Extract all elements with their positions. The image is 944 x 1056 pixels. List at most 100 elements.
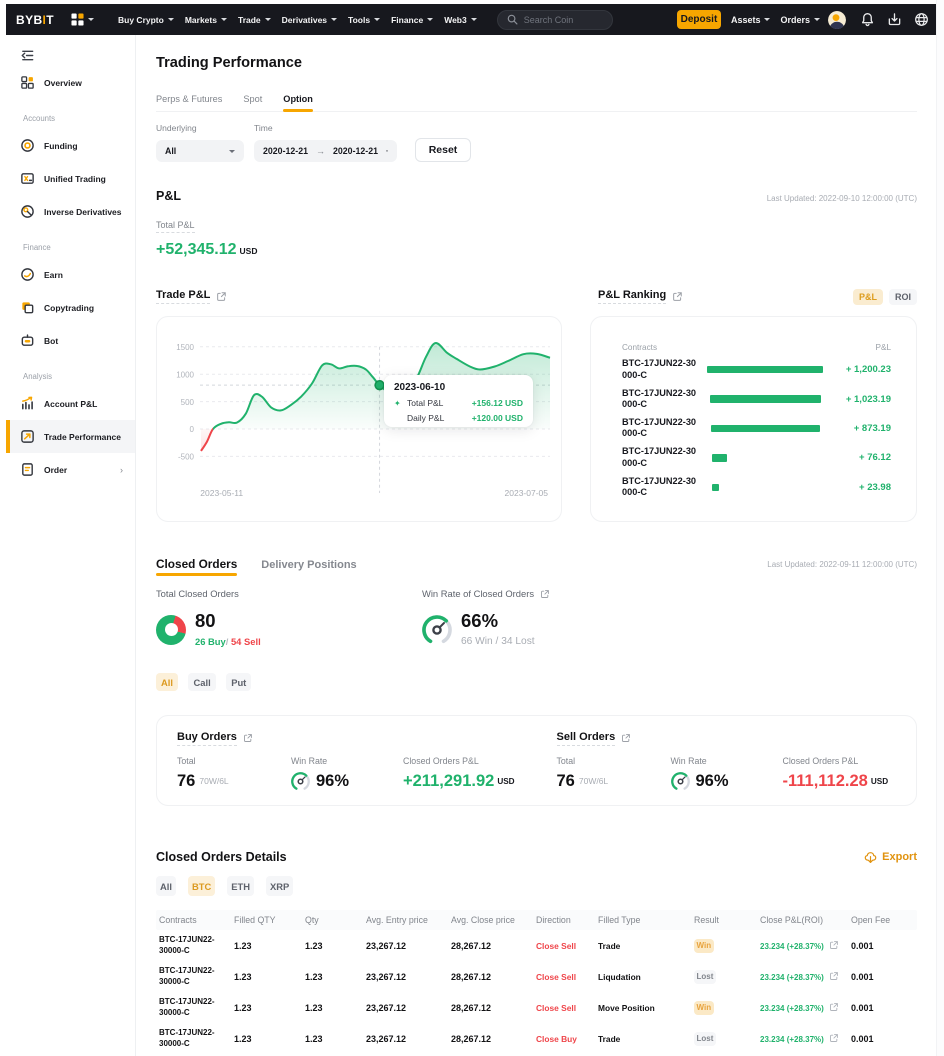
coin-filter-pill[interactable]: BTC xyxy=(188,876,216,896)
table-header-cell[interactable]: Open Fee xyxy=(848,910,917,930)
table-header-cell[interactable]: Close P&L(ROI) xyxy=(757,910,848,930)
nav-menu-item[interactable]: Web3 xyxy=(444,15,477,25)
tab[interactable]: Perps & Futures xyxy=(156,94,222,111)
ranking-value: + 1,023.19 xyxy=(845,393,891,405)
coin-filter-pill[interactable]: All xyxy=(156,876,176,896)
stat-label-text: Win Rate of Closed Orders xyxy=(422,588,535,599)
ranking-row[interactable]: BTC-17JUN22-30 000-C + 873.19 xyxy=(622,414,891,443)
external-link-icon[interactable] xyxy=(540,589,550,599)
table-row[interactable]: BTC-17JUN22- 30000-C 1.23 1.23 23,267.12 … xyxy=(156,961,917,992)
nav-right-item[interactable]: Assets xyxy=(731,15,771,25)
option-type-pill[interactable]: Put xyxy=(226,673,252,691)
ranking-row[interactable]: BTC-17JUN22-30 000-C + 76.12 xyxy=(622,443,891,472)
reset-button[interactable]: Reset xyxy=(415,138,471,162)
external-link-icon[interactable] xyxy=(829,971,839,981)
sidebar-item-order[interactable]: Order › xyxy=(6,453,135,486)
table-row[interactable]: BTC-17JUN22- 30000-C 1.23 1.23 23,267.12 … xyxy=(156,992,917,1023)
table-header-cell[interactable]: Contracts xyxy=(156,910,231,930)
contract-line: BTC-17JUN22-30 xyxy=(622,446,697,457)
orders-summary-half: Buy Orders Total 76 70W/6L Win Rate 96% xyxy=(157,716,537,805)
table-header-cell[interactable]: Result xyxy=(691,910,757,930)
tab[interactable]: Spot xyxy=(243,94,262,111)
ranking-row[interactable]: BTC-17JUN22-30 000-C + 23.98 xyxy=(622,473,891,502)
external-link-icon[interactable] xyxy=(216,291,227,302)
export-button[interactable]: Export xyxy=(864,851,917,864)
table-header-cell[interactable]: Avg. Close price xyxy=(448,910,533,930)
tab-closed-orders[interactable]: Closed Orders xyxy=(156,557,238,576)
cell-close-pnl: 23.234 (+28.37%) xyxy=(757,961,848,992)
sidebar-item-funding[interactable]: Funding xyxy=(6,129,135,162)
sidebar-item-account-pnl[interactable]: Account P&L xyxy=(6,387,135,420)
sidebar-item-overview[interactable]: Overview xyxy=(6,66,135,99)
cell-filled-qty: 1.23 xyxy=(234,971,252,982)
nav-menu-item[interactable]: Trade xyxy=(238,15,271,25)
apps-grid-button[interactable] xyxy=(71,13,95,26)
cell-open-fee: 0.001 xyxy=(851,940,874,951)
table-row[interactable]: BTC-17JUN22- 30000-C 1.23 1.23 23,267.12 … xyxy=(156,1023,917,1054)
nav-menu-item[interactable]: Buy Crypto xyxy=(118,15,174,25)
cell-contract: BTC-17JUN22- 30000-C xyxy=(156,961,231,992)
sidebar: Overview Accounts Funding Unified Tradin… xyxy=(6,35,136,1056)
search-input[interactable]: Search Coin xyxy=(496,9,613,30)
sidebar-item-unified-trading[interactable]: Unified Trading xyxy=(6,162,135,195)
main-content: Trading Performance Perps & Futures Spot O… xyxy=(137,35,944,1054)
nav-menu-item[interactable]: Finance xyxy=(391,15,434,25)
sidebar-item-inverse-derivatives[interactable]: Inverse Derivatives xyxy=(6,195,135,228)
sidebar-item-bot[interactable]: Bot xyxy=(6,324,135,357)
nav-right-item[interactable]: Orders xyxy=(780,15,820,25)
external-link-icon[interactable] xyxy=(829,940,839,950)
table-header-cell[interactable]: Filled QTY xyxy=(231,910,302,930)
nav-menu-item[interactable]: Derivatives xyxy=(282,15,338,25)
contract-line: BTC-17JUN22- xyxy=(159,997,215,1006)
ranking-toggle[interactable]: ROI xyxy=(888,288,917,305)
external-link-icon[interactable] xyxy=(829,1033,839,1043)
export-label: Export xyxy=(882,851,917,863)
tab-delivery-positions[interactable]: Delivery Positions xyxy=(261,559,357,571)
notifications-button[interactable] xyxy=(860,12,875,27)
sidebar-item-label: Trade Performance xyxy=(44,431,122,442)
cell-filled-type: Move Position xyxy=(598,1002,655,1013)
downloads-button[interactable] xyxy=(887,12,902,27)
sidebar-section-analysis[interactable]: Analysis xyxy=(6,365,135,387)
external-link-icon[interactable] xyxy=(621,733,631,743)
sidebar-section-accounts[interactable]: Accounts xyxy=(6,107,135,129)
bybit-logo[interactable]: BYBIT xyxy=(16,13,54,27)
language-button[interactable] xyxy=(914,12,929,27)
external-link-icon[interactable] xyxy=(829,1002,839,1012)
sidebar-item-trade-performance[interactable]: Trade Performance xyxy=(6,420,135,453)
table-row[interactable]: BTC-17JUN22- 30000-C 1.23 1.23 23,267.12 … xyxy=(156,930,917,961)
external-link-icon[interactable] xyxy=(243,733,253,743)
sidebar-item-label: Unified Trading xyxy=(44,173,106,184)
ranking-toggle[interactable]: P&L xyxy=(852,288,883,305)
ranking-row[interactable]: BTC-17JUN22-30 000-C + 1,023.19 xyxy=(622,384,891,413)
cell-contract: BTC-17JUN22- 30000-C xyxy=(156,992,231,1023)
date-range-picker[interactable]: 2020-12-21 → 2020-12-21 xyxy=(254,140,397,162)
download-icon xyxy=(888,13,901,26)
tab-label: Perps & Futures xyxy=(156,94,223,104)
ranking-col-contracts: Contracts xyxy=(622,343,658,352)
coin-filter-pill[interactable]: XRP xyxy=(266,876,294,896)
ranking-row[interactable]: BTC-17JUN22-30 000-C + 1,200.23 xyxy=(622,355,891,384)
scrollbar-gutter[interactable] xyxy=(936,0,944,1056)
avatar[interactable] xyxy=(828,10,846,29)
option-type-pill[interactable]: Call xyxy=(188,673,216,691)
orders-summary-half: Sell Orders Total 76 70W/6L Win Rate 96% xyxy=(537,716,917,805)
underlying-select[interactable]: All xyxy=(156,140,244,162)
series-marker-icon: ✦ xyxy=(394,398,401,408)
tab[interactable]: Option xyxy=(283,94,313,112)
option-type-pill[interactable]: All xyxy=(156,673,178,691)
collapse-sidebar-icon[interactable] xyxy=(20,48,35,63)
sidebar-item-earn[interactable]: Earn xyxy=(6,258,135,291)
sidebar-item-copytrading[interactable]: Copytrading xyxy=(6,291,135,324)
nav-menu-item[interactable]: Tools xyxy=(348,15,381,25)
table-header-cell[interactable]: Filled Type xyxy=(595,910,691,930)
close-pnl-text: 23.234 (+28.37%) xyxy=(760,973,824,982)
external-link-icon[interactable] xyxy=(672,291,683,302)
table-header-cell[interactable]: Qty xyxy=(302,910,363,930)
coin-filter-pill[interactable]: ETH xyxy=(227,876,255,896)
nav-menu-item[interactable]: Markets xyxy=(185,15,227,25)
table-header-cell[interactable]: Avg. Entry price xyxy=(363,910,448,930)
table-header-cell[interactable]: Direction xyxy=(533,910,595,930)
sidebar-section-finance[interactable]: Finance xyxy=(6,236,135,258)
deposit-button[interactable]: Deposit xyxy=(676,10,721,29)
